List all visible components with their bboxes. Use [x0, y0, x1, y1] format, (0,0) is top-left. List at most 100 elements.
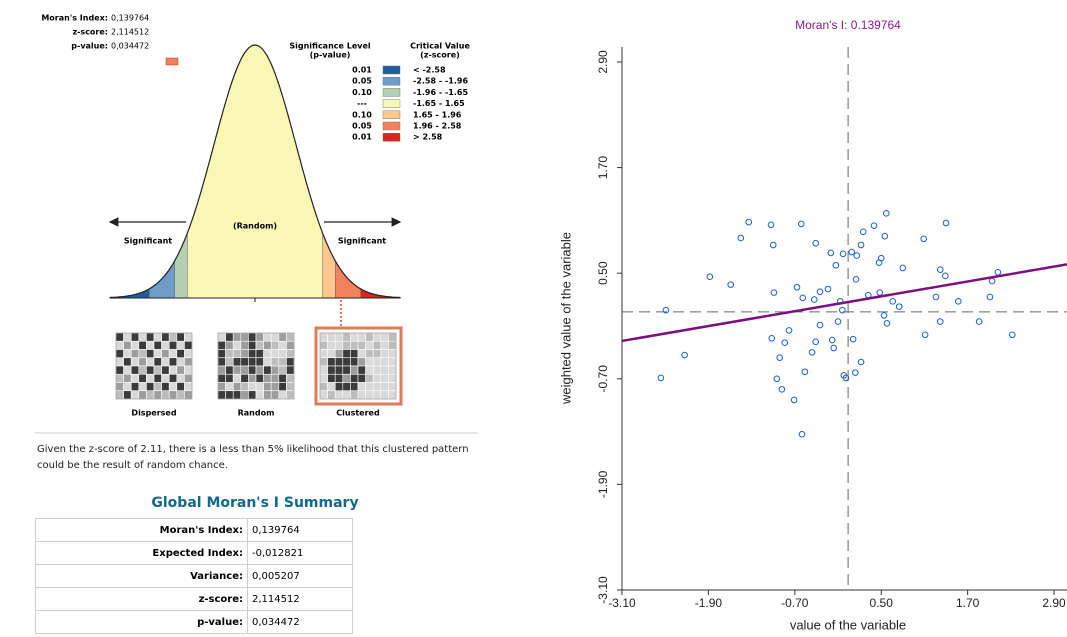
y-tick-label: -0.70: [596, 365, 610, 393]
map-cell: [365, 382, 374, 392]
map-cell: [278, 332, 287, 342]
map-cell: [225, 390, 234, 400]
summary-table: Moran's Index: 0,139764 Expected Index: -0,…: [35, 518, 353, 634]
map-cell: [270, 332, 280, 342]
map-cell: [184, 373, 193, 383]
point: [883, 320, 891, 327]
map-cell: [380, 340, 389, 350]
map-cell: [327, 340, 336, 350]
y-tick-label: 1.70: [596, 156, 610, 180]
x-tick-label: 0.50: [870, 596, 894, 610]
map-cell: [327, 365, 336, 375]
map-cell: [184, 382, 193, 392]
point: [852, 369, 859, 376]
map-cell: [161, 349, 170, 359]
map-cell: [350, 390, 359, 400]
map-cell: [327, 382, 336, 392]
summary-row: Variance: 0,005207: [35, 564, 353, 588]
map-cell: [240, 349, 249, 359]
map-cell: [319, 349, 328, 359]
map-cell: [153, 332, 162, 342]
legend-p: 0.05: [352, 77, 372, 86]
map-cell: [176, 340, 185, 350]
map-cell: [130, 357, 140, 367]
x-tick-label: -1.90: [695, 596, 723, 610]
map-cell: [115, 357, 124, 367]
legend-p: 0.05: [352, 122, 372, 131]
point: [895, 303, 903, 310]
map-cell: [153, 357, 162, 367]
summary-label: z-score:: [35, 587, 248, 611]
map-cell: [146, 332, 155, 342]
map-cell: [115, 390, 124, 400]
map-cell: [138, 382, 147, 392]
map-cell: [350, 357, 359, 367]
map-cell: [115, 382, 124, 392]
map-cell: [334, 382, 344, 392]
point: [737, 234, 745, 242]
map-cell: [319, 373, 328, 383]
legend-swatch: [382, 76, 401, 86]
map-cell: [138, 349, 147, 359]
map-cell: [342, 382, 351, 392]
legend-header: Significance Level: [289, 42, 371, 51]
map-cell: [388, 382, 397, 392]
map-cell: [176, 332, 185, 342]
map-cell: [225, 332, 234, 342]
map-cell: [327, 390, 336, 400]
x-tick-label: -3.10: [608, 596, 636, 610]
point: [975, 318, 983, 325]
legend-range: -1.96 - -1.65: [413, 88, 468, 97]
map-cell: [263, 365, 272, 375]
y-tick-label: 0.50: [596, 261, 610, 285]
summary-row: z-score: 2,114512: [35, 587, 353, 611]
map-cell: [225, 373, 234, 383]
map-cell: [161, 365, 170, 375]
map-cell: [240, 340, 249, 350]
map-cell: [365, 349, 374, 359]
map-cell: [232, 390, 242, 400]
map-cell: [327, 349, 336, 359]
point: [785, 327, 793, 334]
map-cell: [372, 340, 382, 350]
legend-swatch: [382, 88, 401, 97]
point: [899, 264, 907, 272]
map-cell: [115, 349, 124, 359]
map-cell: [161, 373, 170, 383]
pattern-label: Dispersed: [131, 409, 176, 418]
map-cell: [240, 390, 249, 400]
map-cell: [286, 365, 295, 375]
point: [839, 250, 847, 258]
point: [942, 272, 949, 280]
map-cell: [357, 390, 366, 400]
map-cell: [380, 373, 389, 383]
map-cell: [350, 332, 359, 342]
map-cell: [357, 357, 366, 367]
map-cell: [270, 365, 280, 375]
map-cell: [146, 382, 155, 392]
map-cell: [130, 390, 140, 400]
point: [767, 221, 775, 229]
curve-region: [322, 233, 336, 299]
point: [681, 351, 688, 359]
map-cell: [327, 332, 336, 342]
map-cell: [334, 349, 344, 359]
map-cell: [263, 340, 272, 350]
map-cell: [123, 365, 132, 375]
map-frame: [217, 332, 295, 400]
map-cell: [248, 349, 257, 359]
map-cell: [278, 382, 287, 392]
map-cell: [255, 373, 264, 383]
map-frame: [115, 332, 193, 400]
map-cell: [342, 349, 351, 359]
map-cell: [270, 373, 280, 383]
map-cell: [123, 349, 132, 359]
map-cell: [225, 382, 234, 392]
map-cell: [168, 390, 178, 400]
map-cell: [255, 349, 264, 359]
map-cell: [240, 382, 249, 392]
y-tick-label: -1.90: [596, 470, 610, 498]
map-cell: [168, 382, 178, 392]
curve-label: Significant: [338, 237, 386, 246]
